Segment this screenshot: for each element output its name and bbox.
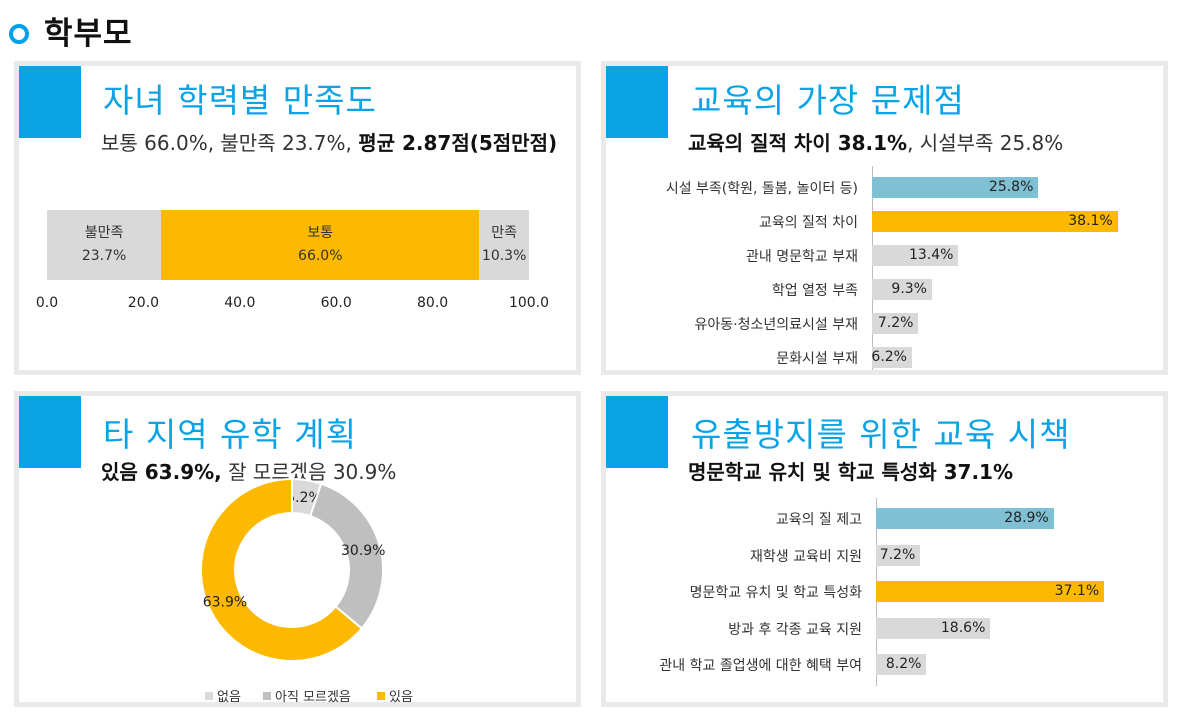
stack-segment: 불만족 23.7% [47,210,162,280]
panel-accent-square [19,396,81,468]
subtitle-plain: , 시설부족 25.8% [907,131,1064,155]
donut-chart: 5.2% 30.9% 63.9% [200,477,385,662]
bar-value-label: 25.8% [988,179,1034,195]
x-tick-label: 0.0 [35,295,59,311]
bar-value-label: 8.2% [885,656,922,672]
bar-value-label: 18.6% [940,619,986,636]
panel-title: 교육의 가장 문제점 [691,81,965,120]
legend-swatch [263,692,271,700]
legend-label: 아직 모르겠음 [275,690,351,705]
x-axis-ticks: 0.0 20.0 40.0 60.0 80.0 100.0 [36,295,549,315]
bar [876,617,991,639]
category-label: 유아동·청소년의료시설 부재 [694,317,858,333]
category-label: 재학생 교육비 지원 [750,548,862,565]
panel-subtitle: 명문학교 유치 및 학교 특성화 37.1% [688,456,1013,485]
bar [872,279,932,300]
panel-accent-square [606,396,668,468]
category-label: 방과 후 각종 교육 지원 [728,621,862,638]
category-label: 관내 명문학교 부재 [746,249,858,265]
bar [872,347,912,368]
x-tick-label: 80.0 [417,295,449,311]
panel-title: 유출방지를 위한 교육 시책 [691,415,1071,454]
satisfaction-panel: 자녀 학력별 만족도 보통 66.0%, 불만족 23.7%, 평균 2.87점… [14,61,581,375]
category-label: 명문학교 유치 및 학교 특성화 [689,585,862,601]
segment-category-label: 불만족 [84,225,124,241]
bar-value-label: 6.2% [871,349,907,365]
legend-item: 아직 모르겠음 [263,686,351,705]
bar [876,581,1105,602]
bar [876,544,921,566]
legend-label: 있음 [389,690,413,705]
category-label: 학업 열정 부족 [771,283,858,299]
bar [876,654,927,675]
stacked-bar-chart: 불만족 23.7% 보통 66.0% 만족 10.3% [47,210,529,280]
slice-value-label: 5.2% [286,490,322,506]
bullet-circle-icon [9,24,29,44]
panel-accent-square [606,66,668,138]
category-label: 문화시설 부재 [776,351,858,367]
subtitle-plain: 잘 모르겠음 30.9% [221,460,397,484]
subtitle-plain: 보통 66.0%, 불만족 23.7%, [101,131,359,155]
panel-subtitle: 보통 66.0%, 불만족 23.7%, 평균 2.87점(5점만점) [101,127,557,156]
subtitle-bold: 평균 2.87점(5점만점) [358,131,558,155]
x-tick-label: 20.0 [127,295,159,311]
stack-segment: 보통 66.0% [161,210,480,280]
problems-bar-chart: 시설 부족(학원, 돌봄, 놀이터 등) 25.8% 교육의 질적 차이 38.1% 관… [606,166,1163,370]
bar-value-label: 7.2% [877,315,914,331]
bar [872,211,1118,232]
y-axis-line [872,166,873,370]
category-label: 교육의 질 제고 [775,512,862,528]
bar [872,313,919,334]
policy-bar-chart: 교육의 질 제고 28.9% 재학생 교육비 지원 7.2% 명문학교 유치 및 학교 … [606,498,1163,693]
donut-legend: 없음 아직 모르겠음 있음 [19,686,576,705]
page-title: 학부모 [44,16,133,52]
category-label: 교육의 질적 차이 [758,215,858,231]
panel-title: 자녀 학력별 만족도 [103,81,377,120]
bar-value-label: 7.2% [879,546,916,563]
x-tick-label: 100.0 [508,295,550,311]
bar-value-label: 28.9% [1004,510,1049,526]
category-label: 시설 부족(학원, 돌봄, 놀이터 등) [665,181,858,197]
bar-value-label: 37.1% [1054,583,1100,599]
x-tick-label: 60.0 [320,295,352,311]
stack-segment: 만족 10.3% [479,210,529,280]
segment-value-label: 23.7% [81,248,127,264]
donut-slice [200,477,364,662]
panel-subtitle: 교육의 질적 차이 38.1%, 시설부족 25.8% [688,127,1063,156]
policy-panel: 유출방지를 위한 교육 시책 명문학교 유치 및 학교 특성화 37.1% 교육… [601,391,1168,707]
panel-title: 타 지역 유학 계획 [103,415,357,454]
problems-panel: 교육의 가장 문제점 교육의 질적 차이 38.1%, 시설부족 25.8% 시… [601,61,1168,375]
segment-value-label: 10.3% [481,248,527,264]
bar [872,245,959,266]
segment-category-label: 만족 [491,225,518,241]
segment-value-label: 66.0% [298,248,343,264]
panel-subtitle: 있음 63.9%, 잘 모르겠음 30.9% [101,456,396,485]
bar-value-label: 38.1% [1068,213,1113,229]
category-label: 관내 학교 졸업생에 대한 혜택 부여 [659,658,862,674]
bar-value-label: 9.3% [891,281,927,297]
legend-label: 없음 [217,690,241,705]
legend-swatch [377,692,385,700]
bar [872,177,1039,198]
slice-value-label: 63.9% [203,594,247,610]
legend-swatch [205,692,213,700]
bar-value-label: 13.4% [908,247,954,263]
bar [876,508,1054,529]
subtitle-bold: 교육의 질적 차이 38.1% [688,131,908,155]
legend-item: 있음 [377,686,413,705]
panel-accent-square [19,66,81,138]
relocation-panel: 타 지역 유학 계획 있음 63.9%, 잘 모르겠음 30.9% 5.2% 30… [14,391,581,707]
donut-slice [309,482,384,630]
segment-category-label: 보통 [307,225,334,241]
subtitle-bold: 명문학교 유치 및 학교 특성화 37.1% [688,460,1013,484]
legend-item: 없음 [205,686,241,705]
subtitle-bold: 있음 63.9%, [101,460,222,484]
x-tick-label: 40.0 [224,295,256,311]
slice-value-label: 30.9% [341,543,385,559]
